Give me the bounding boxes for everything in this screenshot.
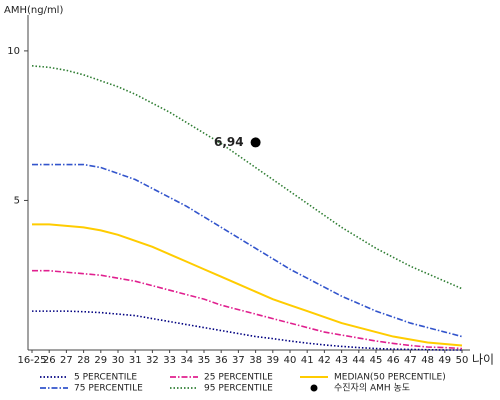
x-tick-label: 47: [404, 355, 417, 366]
y-axis-label: AMH(ng/ml): [4, 5, 63, 16]
legend-label: 95 PERCENTILE: [204, 384, 273, 394]
x-tick-label: 39: [266, 355, 279, 366]
x-tick-label: 31: [129, 355, 142, 366]
x-tick-label: 48: [421, 355, 434, 366]
patient-point: [250, 137, 261, 148]
x-tick-label: 50: [456, 355, 469, 366]
x-tick-label: 45: [370, 355, 383, 366]
x-tick-label: 41: [301, 355, 314, 366]
series-line: [31, 65, 463, 290]
x-tick-label: 34: [180, 355, 193, 366]
y-tick-label: 5: [14, 195, 20, 206]
legend-label: 75 PERCENTILE: [74, 384, 143, 394]
x-tick-label: 28: [77, 355, 90, 366]
legend-label: MEDIAN(50 PERCENTILE): [334, 373, 446, 383]
legend-label: 5 PERCENTILE: [74, 373, 137, 383]
x-tick-label: 44: [352, 355, 365, 366]
x-tick-label: 16-25: [17, 355, 46, 366]
legend-point-swatch: [310, 384, 318, 392]
x-tick-label: 40: [284, 355, 297, 366]
series-line: [32, 223, 463, 347]
x-tick-label: 42: [318, 355, 331, 366]
series-line: [32, 163, 463, 338]
x-tick-label: 43: [335, 355, 348, 366]
x-tick-label: 49: [438, 355, 451, 366]
x-tick-label: 36: [215, 355, 228, 366]
x-tick-label: 30: [112, 355, 125, 366]
x-tick-label: 35: [198, 355, 211, 366]
series-line: [32, 269, 463, 350]
x-tick-label: 29: [94, 355, 107, 366]
y-tick-label: 10: [7, 46, 20, 57]
patient-value-label: 6,94: [214, 135, 244, 149]
series-line: [32, 310, 462, 351]
legend-label: 수진자의 AMH 농도: [334, 383, 410, 394]
legend-label: 25 PERCENTILE: [204, 373, 273, 383]
x-tick-label: 27: [60, 355, 73, 366]
x-tick-label: 33: [163, 355, 176, 366]
x-tick-label: 38: [249, 355, 262, 366]
x-axis-label: 나이: [472, 353, 494, 367]
x-tick-label: 37: [232, 355, 245, 366]
x-tick-label: 46: [387, 355, 400, 366]
x-tick-label: 26: [43, 355, 56, 366]
x-tick-label: 32: [146, 355, 159, 366]
